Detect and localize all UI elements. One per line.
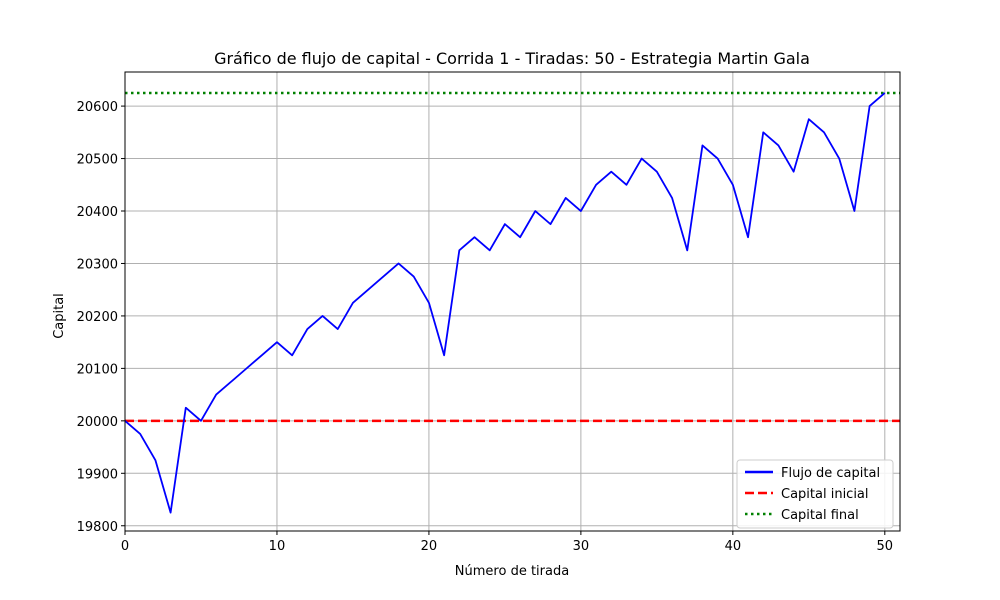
plot-frame bbox=[124, 71, 901, 532]
reference-lines bbox=[125, 91, 900, 423]
y-axis: 19800 19900 20000 20100 20200 20300 20400 20500… bbox=[77, 100, 125, 535]
x-tick-label: 30 bbox=[573, 539, 590, 554]
x-tick-label: 10 bbox=[269, 539, 286, 554]
y-tick-label: 20100 bbox=[77, 362, 118, 377]
chart-title: Gráfico de flujo de capital - Corrida 1 … bbox=[214, 49, 810, 68]
y-axis-label: Capital bbox=[52, 293, 67, 339]
y-tick-label: 20300 bbox=[77, 257, 118, 272]
x-axis-label: Número de tirada bbox=[455, 564, 569, 579]
y-tick-label: 20200 bbox=[77, 310, 118, 325]
legend-box bbox=[736, 459, 894, 529]
y-tick-label: 20600 bbox=[77, 100, 118, 115]
legend-label: Capital inicial bbox=[781, 487, 869, 502]
legend: Flujo de capital Capital inicial Capital f… bbox=[736, 459, 894, 529]
y-tick-label: 20000 bbox=[77, 415, 118, 430]
x-tick-label: 0 bbox=[121, 539, 129, 554]
legend-label: Capital final bbox=[781, 508, 859, 523]
x-axis: 0 10 20 30 40 50 bbox=[121, 531, 893, 554]
series-layer bbox=[124, 92, 886, 514]
x-tick-label: 20 bbox=[421, 539, 438, 554]
series-line-flujo-de-capital bbox=[124, 92, 886, 514]
y-tick-label: 19800 bbox=[77, 520, 118, 535]
x-tick-label: 40 bbox=[725, 539, 742, 554]
x-tick-label: 50 bbox=[877, 539, 894, 554]
y-tick-label: 20500 bbox=[77, 153, 118, 168]
y-tick-label: 20400 bbox=[77, 205, 118, 220]
y-tick-label: 19900 bbox=[77, 467, 118, 482]
legend-label: Flujo de capital bbox=[781, 466, 880, 481]
grid bbox=[124, 72, 900, 531]
